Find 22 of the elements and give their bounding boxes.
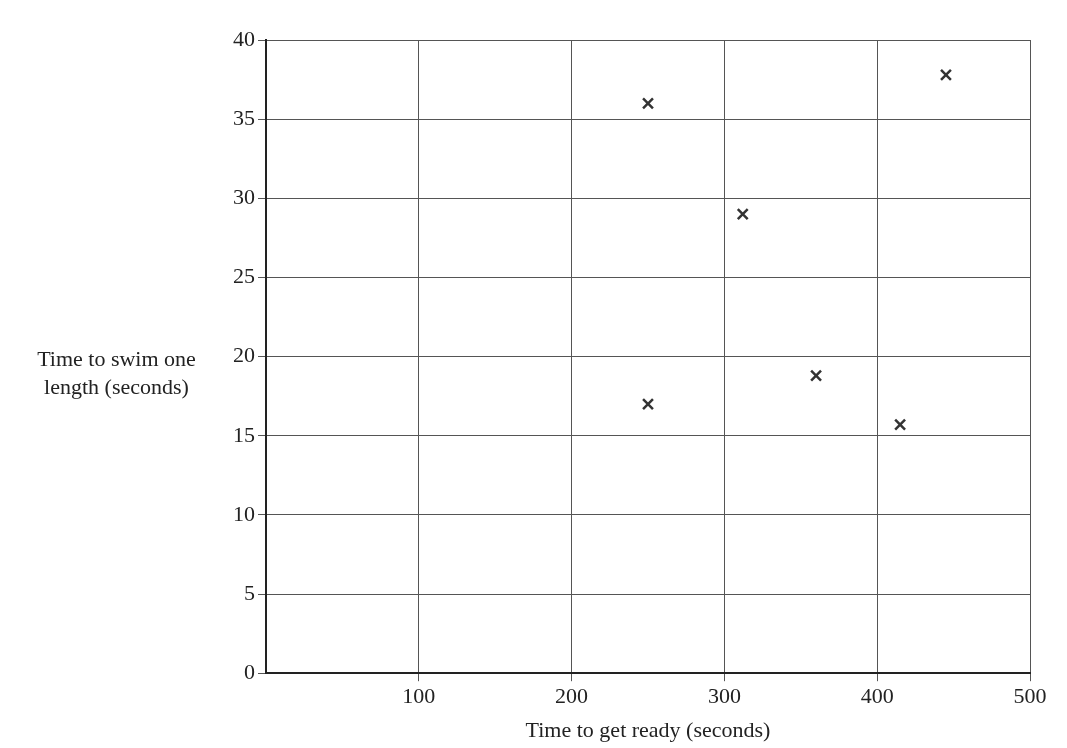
point xyxy=(736,207,749,221)
y-tick-label: 25 xyxy=(233,263,255,289)
point xyxy=(641,97,655,110)
y-tick-label: 5 xyxy=(244,579,255,605)
y-tick-label: 0 xyxy=(244,658,255,684)
y-tick-label: 20 xyxy=(233,342,255,368)
y-tick-label: 10 xyxy=(233,500,255,526)
x-tick-label: 400 xyxy=(860,683,894,709)
point xyxy=(809,369,823,382)
x-tick-label: 100 xyxy=(402,683,436,709)
x-axis-title: Time to get ready (seconds) xyxy=(525,716,771,742)
x-tick-label: 500 xyxy=(1013,683,1047,709)
y-axis-title: Time to swim one length (seconds) xyxy=(36,345,197,401)
point xyxy=(641,397,655,411)
y-tick-label: 40 xyxy=(233,25,255,51)
y-tick-label: 30 xyxy=(233,184,255,210)
x-tick-label: 300 xyxy=(707,683,741,709)
point xyxy=(939,68,953,82)
y-tick-label: 15 xyxy=(233,421,255,447)
x-tick-label: 200 xyxy=(555,683,589,709)
point xyxy=(893,418,907,431)
y-tick-label: 35 xyxy=(233,104,255,130)
